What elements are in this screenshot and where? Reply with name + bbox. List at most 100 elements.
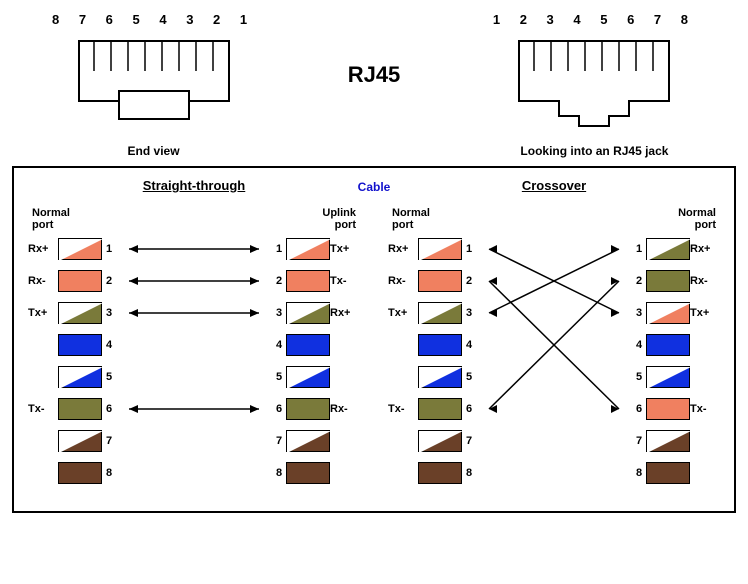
- wire-color-box: [418, 238, 462, 260]
- wire-color-box: [58, 302, 102, 324]
- pin-number: 1: [272, 243, 286, 255]
- pin-row: 44: [388, 333, 720, 357]
- wire-color-box: [418, 302, 462, 324]
- pin-number: 8: [102, 467, 116, 479]
- connection-spacer: [116, 441, 272, 442]
- signal-label: Tx-: [28, 403, 58, 415]
- pin-row: 88: [28, 461, 360, 485]
- connection-spacer: [116, 409, 272, 410]
- pin-number: 6: [632, 403, 646, 415]
- wire-color-box: [646, 238, 690, 260]
- wire-color-box: [418, 398, 462, 420]
- crossover-panel: Crossover Normal port Normal port Rx+ 1 1 R…: [374, 168, 734, 511]
- signal-label: Tx-: [388, 403, 418, 415]
- connection-spacer: [116, 473, 272, 474]
- pin-number: 2: [462, 275, 476, 287]
- top-connector-row: 8 7 6 5 4 3 2 1 End view RJ45 1 2 3 4 5 …: [12, 12, 736, 158]
- pin-number: 4: [632, 339, 646, 351]
- pin-row: 55: [28, 365, 360, 389]
- connection-spacer: [116, 377, 272, 378]
- wire-color-box: [286, 398, 330, 420]
- straight-right-port: Uplink port: [322, 207, 356, 231]
- end-view-pins: 8 7 6 5 4 3 2 1: [52, 12, 255, 27]
- pin-number: 7: [272, 435, 286, 447]
- wire-color-box: [646, 430, 690, 452]
- signal-label: Tx-: [690, 403, 720, 415]
- pin-number: 1: [462, 243, 476, 255]
- pin-number: 6: [102, 403, 116, 415]
- pin-row: Tx+33Tx+: [388, 301, 720, 325]
- cable-diagrams-box: Cable Straight-through Normal port Uplin…: [12, 166, 736, 513]
- pin-row: 55: [388, 365, 720, 389]
- signal-label: Rx+: [28, 243, 58, 255]
- wire-color-box: [286, 462, 330, 484]
- pin-number: 5: [462, 371, 476, 383]
- wire-color-box: [286, 238, 330, 260]
- end-view-svg: [69, 31, 239, 131]
- signal-label: Tx+: [330, 243, 360, 255]
- signal-label: Rx-: [388, 275, 418, 287]
- wire-color-box: [418, 334, 462, 356]
- wire-color-box: [286, 366, 330, 388]
- pin-row: 88: [388, 461, 720, 485]
- pin-row: Rx+ 1 1 Tx+: [28, 237, 360, 261]
- pin-row: Tx+ 3 3 Rx+: [28, 301, 360, 325]
- pin-number: 4: [102, 339, 116, 351]
- pin-row: Tx- 6 6 Tx-: [388, 397, 720, 421]
- straight-left-port: Normal port: [32, 207, 70, 231]
- pin-row: Tx-66Rx-: [28, 397, 360, 421]
- pin-number: 8: [272, 467, 286, 479]
- crossover-port-labels: Normal port Normal port: [392, 207, 716, 231]
- wire-color-box: [286, 270, 330, 292]
- pin-number: 7: [102, 435, 116, 447]
- connection-spacer: [116, 281, 272, 282]
- connection-spacer: [116, 249, 272, 250]
- wire-color-box: [646, 334, 690, 356]
- jack-view-pins: 1 2 3 4 5 6 7 8: [493, 12, 696, 27]
- signal-label: Rx+: [388, 243, 418, 255]
- wire-color-box: [58, 430, 102, 452]
- pin-number: 3: [632, 307, 646, 319]
- pin-number: 4: [272, 339, 286, 351]
- wire-color-box: [418, 366, 462, 388]
- signal-label: Tx+: [388, 307, 418, 319]
- crossover-title: Crossover: [388, 178, 720, 193]
- wire-color-box: [58, 334, 102, 356]
- straight-pin-grid: Rx+11Tx+Rx-22Tx-Tx+33Rx+4455Tx-66Rx-7788: [28, 237, 360, 485]
- pin-row: 77: [28, 429, 360, 453]
- signal-label: Rx-: [330, 403, 360, 415]
- wire-color-box: [286, 334, 330, 356]
- pin-row: Rx+11Rx+: [388, 237, 720, 261]
- pin-number: 8: [462, 467, 476, 479]
- pin-number: 3: [102, 307, 116, 319]
- pin-number: 4: [462, 339, 476, 351]
- jack-view-caption: Looking into an RJ45 jack: [493, 144, 696, 158]
- straight-port-labels: Normal port Uplink port: [32, 207, 356, 231]
- wire-color-box: [286, 430, 330, 452]
- wire-color-box: [646, 302, 690, 324]
- jack-view-block: 1 2 3 4 5 6 7 8 Looking into an RJ45 jac…: [493, 12, 696, 158]
- pin-number: 1: [102, 243, 116, 255]
- connection-spacer: [116, 313, 272, 314]
- signal-label: Rx-: [28, 275, 58, 287]
- wire-color-box: [58, 238, 102, 260]
- pin-number: 1: [632, 243, 646, 255]
- pin-number: 2: [632, 275, 646, 287]
- wire-color-box: [646, 366, 690, 388]
- pin-number: 5: [102, 371, 116, 383]
- pin-number: 5: [632, 371, 646, 383]
- pin-number: 3: [272, 307, 286, 319]
- wire-color-box: [58, 462, 102, 484]
- pin-row: Rx-22Rx-: [388, 269, 720, 293]
- pin-number: 7: [632, 435, 646, 447]
- signal-label: Tx+: [690, 307, 720, 319]
- signal-label: Tx-: [330, 275, 360, 287]
- wire-color-box: [646, 462, 690, 484]
- wire-color-box: [418, 270, 462, 292]
- end-view-block: 8 7 6 5 4 3 2 1 End view: [52, 12, 255, 158]
- signal-label: Tx+: [28, 307, 58, 319]
- straight-title: Straight-through: [28, 178, 360, 193]
- pin-row: 44: [28, 333, 360, 357]
- signal-label: Rx+: [330, 307, 360, 319]
- pin-number: 6: [462, 403, 476, 415]
